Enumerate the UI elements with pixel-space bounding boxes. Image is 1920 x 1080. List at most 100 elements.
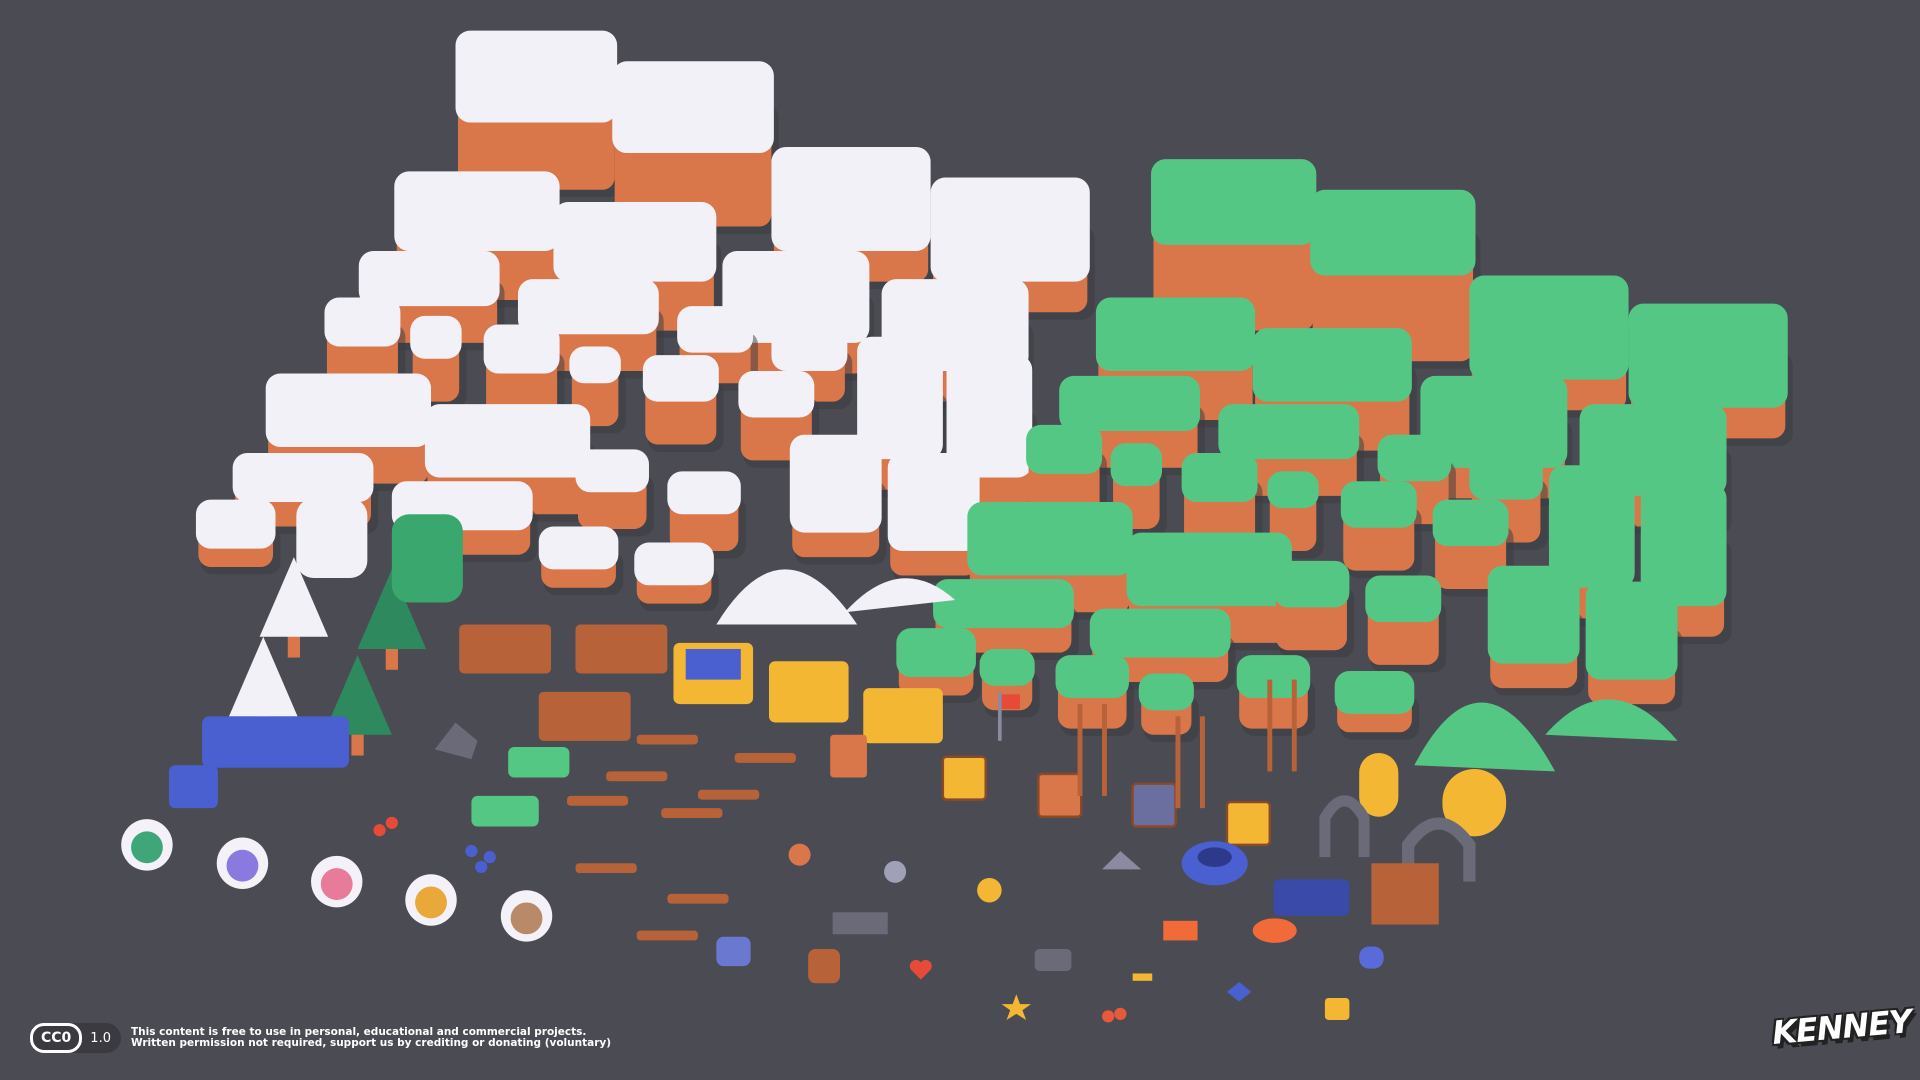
snow-block-top xyxy=(575,449,649,493)
grass-block-top xyxy=(1126,532,1292,607)
flower xyxy=(483,851,496,864)
snow-bush xyxy=(296,498,368,578)
tree-trunk xyxy=(351,728,364,756)
round-tree xyxy=(391,514,463,603)
grass-block-top xyxy=(1218,404,1360,460)
potion xyxy=(1359,946,1384,969)
flower xyxy=(475,860,488,874)
snow-block-top xyxy=(424,404,591,478)
crate xyxy=(1037,772,1083,818)
snow-block-top xyxy=(232,453,374,503)
snow-block-top xyxy=(667,471,741,515)
brick-stack xyxy=(830,734,867,778)
blue-platform xyxy=(202,716,349,768)
wood-platform xyxy=(459,624,552,674)
grass-block-top xyxy=(1026,424,1103,474)
snow-block-top xyxy=(324,297,401,347)
wood-fence-segment xyxy=(636,734,698,745)
wood-platform xyxy=(538,691,631,741)
grass-block-top xyxy=(1585,581,1678,680)
alien-character xyxy=(226,849,259,882)
spike-trap xyxy=(832,912,888,935)
grass-block-top xyxy=(933,579,1074,629)
snow-block-top xyxy=(569,346,621,384)
tree-icon xyxy=(228,636,298,717)
license-text: This content is free to use in personal,… xyxy=(131,1027,611,1049)
grass-block-top xyxy=(1095,297,1256,372)
heart-icon xyxy=(909,960,932,980)
flower xyxy=(373,824,386,837)
grass-block-top xyxy=(1110,443,1163,487)
grass-block-top xyxy=(1334,671,1415,714)
cc0-icon: CC0 xyxy=(30,1023,83,1053)
wood-fence-segment xyxy=(667,893,729,904)
snow-arch xyxy=(716,569,858,625)
blue-sign xyxy=(1273,879,1350,916)
snow-block-top xyxy=(738,371,815,418)
snow-block-top xyxy=(789,434,882,533)
alien-character xyxy=(415,886,447,919)
pipe-hole xyxy=(1197,847,1232,867)
snow-block-top xyxy=(857,336,943,460)
grass-block-top xyxy=(979,648,1035,686)
gold-block xyxy=(768,661,849,723)
flower xyxy=(465,844,478,858)
snow-block-top xyxy=(722,251,870,343)
mushroom xyxy=(1102,1010,1115,1023)
grass-block-top xyxy=(1138,673,1194,711)
grass-block-top xyxy=(1181,453,1258,503)
gold-block xyxy=(863,688,943,744)
snow-block-top xyxy=(410,315,462,359)
snow-block-top xyxy=(195,499,276,549)
red-button xyxy=(1252,918,1297,943)
ladder-rail xyxy=(1175,716,1181,809)
bronze-coin xyxy=(788,843,811,866)
wood-fence-segment xyxy=(575,863,637,874)
wood-fence-segment xyxy=(606,771,668,782)
grass-tile xyxy=(471,795,539,827)
snow-block-top xyxy=(483,324,560,374)
snow-block-top xyxy=(677,306,754,353)
snow-block-top xyxy=(930,177,1090,282)
snow-block-top xyxy=(265,373,432,447)
ladder-rail xyxy=(1200,716,1205,809)
grass-block-top xyxy=(967,502,1133,576)
ladder-rail xyxy=(1267,679,1273,772)
grass-block-top xyxy=(1089,608,1231,658)
key-icon xyxy=(1132,973,1153,981)
snow-block-top xyxy=(946,355,1033,478)
flower xyxy=(385,816,398,829)
blue-panel xyxy=(685,648,741,680)
grass-block-top xyxy=(896,628,976,678)
license-line-2: Written permission not required, support… xyxy=(130,1037,612,1049)
grass-arch xyxy=(1414,702,1556,772)
license-line-1: This content is free to use in personal,… xyxy=(130,1026,587,1038)
door xyxy=(1442,768,1507,837)
mushroom xyxy=(1114,1007,1127,1020)
snow-block-top xyxy=(642,355,719,402)
grass-block-top xyxy=(1432,499,1509,547)
wood-platform xyxy=(575,624,668,674)
ladder-rail xyxy=(1077,704,1083,796)
grass-block-top xyxy=(1640,483,1727,607)
snow-block-top xyxy=(634,542,714,586)
tree-icon xyxy=(323,655,392,735)
grass-block-top xyxy=(1236,655,1311,698)
snow-arch xyxy=(844,578,956,613)
grass-block-top xyxy=(1377,434,1452,482)
license-footer: CC0 1.0 This content is free to use in p… xyxy=(30,1023,611,1053)
alien-character xyxy=(510,902,543,935)
wood-fence xyxy=(1371,863,1439,925)
alien-character xyxy=(131,831,163,864)
snow-block-top xyxy=(358,251,500,307)
grass-block-top xyxy=(1059,375,1200,432)
alien-character xyxy=(320,868,353,900)
wood-fence-segment xyxy=(661,808,723,818)
tree-icon xyxy=(259,557,329,637)
grass-block-top xyxy=(1273,560,1350,608)
gem-icon xyxy=(1226,982,1252,1002)
snow-block-top xyxy=(771,146,931,252)
flag xyxy=(1001,694,1020,709)
barrel xyxy=(808,948,840,984)
